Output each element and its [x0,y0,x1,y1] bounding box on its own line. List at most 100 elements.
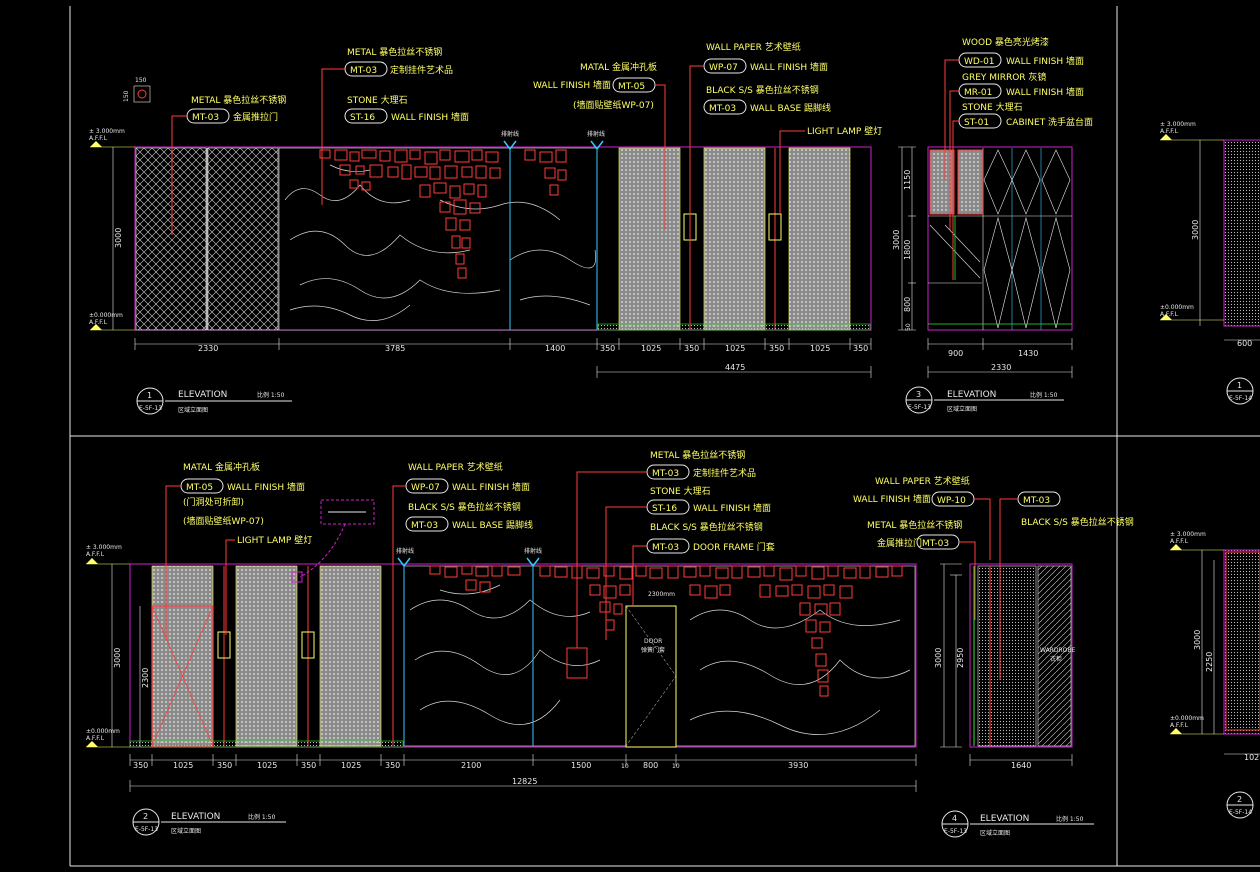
elev1-detail-dim-b: 150 [123,90,130,102]
elev1-height-dim: 3000 [114,228,123,248]
elev2-marble-veins [409,584,911,735]
elev1-dim-7: 350 [769,344,784,353]
right-top-height: 3000 [1191,220,1200,240]
elev2-light-lamp-1 [217,631,231,659]
elev1-dim-2: 1400 [545,344,565,353]
elev2-callout-5-head: WALL PAPER 艺术壁纸 [408,461,503,473]
elev4-callout-2-text: BLACK S/S 暴色拉丝不锈钢 [1021,516,1134,528]
elev2-dim-6: 350 [385,761,400,770]
sheet-frame [69,6,1260,867]
elev1-dimension-line [134,338,872,378]
elev2-title: ELEVATION [171,812,220,822]
elev4-wardrobe-cn: 衣柜 [1050,655,1062,663]
elev2-dim-10: 800 [643,761,658,770]
elev1-dim-0: 2330 [198,344,218,353]
right-top-title-ref: E-5F-14 [1229,395,1252,402]
elev1-scale: 比例 1:50 [257,391,285,399]
elev1-dim-total: 4475 [725,363,745,372]
elev2-door-size: 2300mm [648,591,675,598]
elev3-callout-2-tag: MR-01 [964,88,992,98]
elev4-wall-finish-panel [977,565,1037,747]
elev3-callout-2-head: GREY MIRROR 灰镜 [962,71,1046,83]
elev3-h-1: 1800 [903,240,912,260]
elev3-callout-1-head: WOOD 暴色亮光烤漆 [962,36,1049,48]
right-bot-inner: 2250 [1205,652,1214,672]
elevation-3: 1150 1800 800 50 3000 900 1430 2330 WOOD… [892,36,1093,414]
elev1-dim-6: 1025 [725,344,745,353]
elev3-title: ELEVATION [947,390,996,400]
elev4-title-cn: 区域立面图 [980,829,1010,837]
right-sheet-partial: ± 3.000mm A.F.F.L 3000 ±0.000mm A.F.F.L … [1160,121,1260,819]
elev3-scale: 比例 1:50 [1030,391,1058,399]
elev2-wall-outline [129,563,917,748]
elev4-callout-1-tag: WP-10 [937,496,966,506]
elev1-lattice-door-right [207,147,279,331]
elev1-callout-4-prefix: WALL FINISH 墙面 [533,79,611,91]
elev2-callout-8-tag: ST-16 [652,504,677,514]
elev2-perf-panel-3 [319,565,382,747]
elev1-dim-1: 3785 [385,344,405,353]
elev2-callout-6-text: WALL BASE 踢脚线 [452,519,533,531]
elev2-dim-4: 350 [301,761,316,770]
elev2-dim-12: 3930 [788,761,808,770]
right-bot-title-ref: E-5F-14 [1229,809,1252,816]
elev2-door-label: DOOR [644,638,662,645]
elev4-callout-3-tag: MT-03 [922,539,949,549]
elev1-dim-8: 1025 [810,344,830,353]
elev4-height: 3000 [934,648,943,668]
elev4-callouts: WALL PAPER 艺术壁纸 WALL FINISH 墙面 WP-10 MT-… [853,475,1134,680]
elev2-callout-7-head: METAL 暴色拉丝不锈钢 [650,449,745,461]
elev4-scale: 比例 1:50 [1056,815,1084,823]
elev4-title-num: 4 [952,814,957,823]
right-bot-level-top-sub: A.F.F.L [1170,538,1189,545]
elev4-inner-h: 2950 [956,648,965,668]
elev3-wall-outline [927,146,1073,331]
right-bot-dim: 102 [1244,753,1259,762]
elev2-level-bot-sub: A.F.F.L [86,735,105,742]
elev3-callout-2-text: WALL FINISH 墙面 [1006,86,1084,98]
elev3-title-cn: 区域立面图 [947,405,977,413]
elev1-title-num: 1 [147,391,152,400]
elev2-callout-9-tag: MT-03 [652,543,679,553]
elev2-callout-9-head: BLACK S/S 暴色拉丝不锈钢 [650,521,763,533]
right-bot-title-num: 2 [1237,795,1242,804]
elev2-door-label-cn: 弹簧门套 [641,646,665,654]
elev2-dim-total: 12825 [512,777,537,786]
elev2-title-cn: 区域立面图 [171,827,201,835]
elev3-callout-3-head: STONE 大理石 [962,101,1023,113]
elev1-callout-3-tag: MT-03 [192,113,219,123]
elev2-title-block: 2 E-5F-13 ELEVATION 比例 1:50 区域立面图 [132,808,286,836]
elev3-height-dims [898,146,916,331]
right-bot-height: 3000 [1193,630,1202,650]
elev2-dim-11: 10 [672,763,680,770]
elev2-red-tile-cascade [429,565,903,697]
elev1-callout-6-tag: WP-07 [709,63,738,73]
elev3-h-2: 800 [903,297,912,312]
right-top-title-num: 1 [1237,381,1242,390]
elev1-callout-3-text: 金属推拉门 [233,111,278,123]
elev1-cyan-marker-a [503,140,517,151]
elev2-callout-6-head: BLACK S/S 暴色拉丝不锈钢 [408,501,521,513]
elev2-levels: ± 3.000mm A.F.F.L ±0.000mm A.F.F.L 3000 … [86,544,150,748]
right-bot-level-bot: ±0.000mm [1170,715,1204,722]
elev4-title-block: 4 E-5F-13 ELEVATION 比例 1:50 区域立面图 [941,810,1094,838]
elev1-callout-6-head: WALL PAPER 艺术壁纸 [706,41,801,53]
elev1-level-bot: ±0.000mm [89,312,123,319]
elev1-dim-4: 1025 [641,344,661,353]
elev1-callout-5: (墙面贴壁纸WP-07) [573,99,654,111]
elev1-callout-7-head: BLACK S/S 暴色拉丝不锈钢 [706,84,819,96]
right-top-level-top: ± 3.000mm [1160,121,1196,128]
elev1-callout-7-tag: MT-03 [709,104,736,114]
elev1-callout-2-tag: ST-16 [350,113,375,123]
elev2-dim-3: 1025 [257,761,277,770]
elev1-levels: ± 3.000mm A.F.F.L ±0.000mm A.F.F.L 3000 [89,128,135,331]
elev2-door-h: 2300 [141,668,150,688]
elev4-callout-2-tag: MT-03 [1023,496,1050,506]
elev3-title-block: 3 E-5F-13 ELEVATION 比例 1:50 区域立面图 [905,386,1064,414]
elev4-callout-3-text: 金属推拉门 [877,537,922,549]
elev2-dim-0: 350 [133,761,148,770]
right-bot-level-top: ± 3.000mm [1170,531,1206,538]
elev1-level-top: ± 3.000mm [89,128,125,135]
elev2-callout-7-tag: MT-03 [652,469,679,479]
